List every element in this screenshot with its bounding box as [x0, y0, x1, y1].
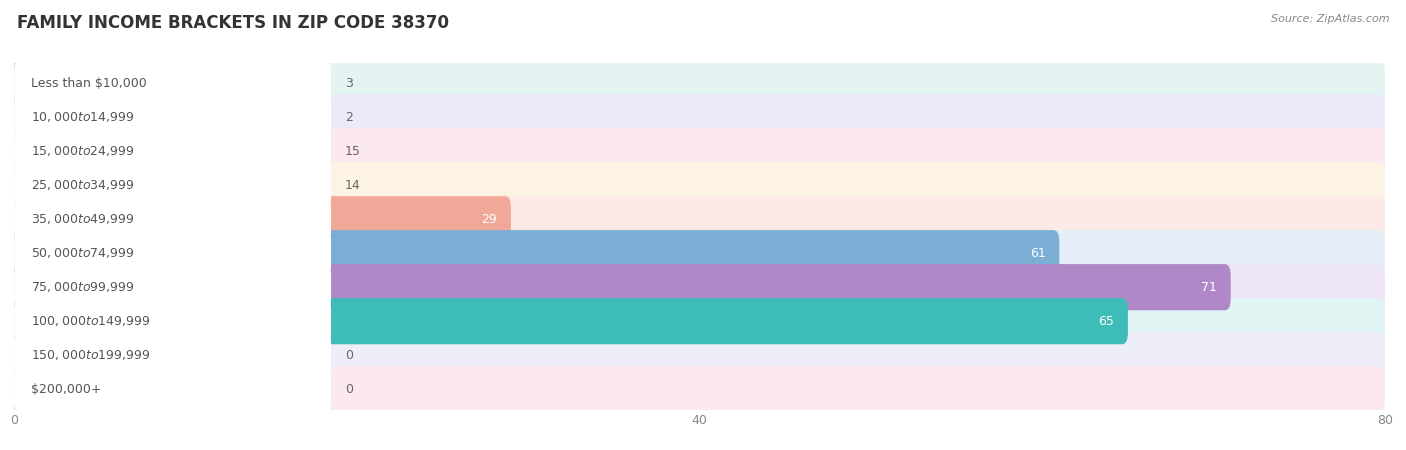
Text: 15: 15	[344, 145, 361, 158]
FancyBboxPatch shape	[14, 196, 330, 243]
FancyBboxPatch shape	[14, 67, 1385, 100]
Text: $35,000 to $49,999: $35,000 to $49,999	[31, 212, 135, 226]
FancyBboxPatch shape	[14, 366, 330, 412]
FancyBboxPatch shape	[14, 168, 1385, 202]
FancyBboxPatch shape	[14, 270, 1385, 304]
Text: 3: 3	[344, 77, 353, 90]
FancyBboxPatch shape	[14, 298, 330, 344]
FancyBboxPatch shape	[14, 135, 1385, 168]
Text: $200,000+: $200,000+	[31, 382, 101, 396]
Text: $150,000 to $199,999: $150,000 to $199,999	[31, 348, 150, 362]
FancyBboxPatch shape	[14, 202, 1385, 236]
FancyBboxPatch shape	[14, 162, 330, 208]
Text: 71: 71	[1201, 281, 1218, 294]
FancyBboxPatch shape	[14, 264, 1385, 310]
Text: 14: 14	[344, 179, 360, 192]
Text: 65: 65	[1098, 315, 1114, 328]
FancyBboxPatch shape	[14, 162, 254, 208]
FancyBboxPatch shape	[14, 128, 1385, 175]
Text: 0: 0	[344, 349, 353, 362]
FancyBboxPatch shape	[14, 162, 1385, 208]
Text: $10,000 to $14,999: $10,000 to $14,999	[31, 110, 135, 124]
FancyBboxPatch shape	[14, 196, 510, 243]
FancyBboxPatch shape	[14, 60, 66, 107]
FancyBboxPatch shape	[14, 94, 1385, 140]
FancyBboxPatch shape	[14, 372, 1385, 406]
Text: 29: 29	[481, 213, 498, 226]
Text: $75,000 to $99,999: $75,000 to $99,999	[31, 280, 135, 294]
FancyBboxPatch shape	[14, 332, 330, 378]
FancyBboxPatch shape	[14, 100, 1385, 135]
FancyBboxPatch shape	[14, 366, 1385, 412]
Text: Less than $10,000: Less than $10,000	[31, 77, 148, 90]
FancyBboxPatch shape	[14, 230, 1059, 276]
Text: FAMILY INCOME BRACKETS IN ZIP CODE 38370: FAMILY INCOME BRACKETS IN ZIP CODE 38370	[17, 14, 449, 32]
FancyBboxPatch shape	[14, 94, 330, 140]
FancyBboxPatch shape	[14, 264, 330, 310]
FancyBboxPatch shape	[14, 264, 1230, 310]
FancyBboxPatch shape	[14, 128, 271, 175]
Text: 61: 61	[1029, 247, 1046, 260]
Text: 2: 2	[344, 111, 353, 124]
Text: $25,000 to $34,999: $25,000 to $34,999	[31, 178, 135, 192]
FancyBboxPatch shape	[14, 128, 330, 175]
FancyBboxPatch shape	[14, 298, 1385, 344]
FancyBboxPatch shape	[14, 60, 330, 107]
FancyBboxPatch shape	[14, 196, 1385, 243]
FancyBboxPatch shape	[14, 94, 48, 140]
FancyBboxPatch shape	[14, 230, 330, 276]
Text: $100,000 to $149,999: $100,000 to $149,999	[31, 314, 150, 328]
Text: $50,000 to $74,999: $50,000 to $74,999	[31, 246, 135, 260]
Text: $15,000 to $24,999: $15,000 to $24,999	[31, 144, 135, 158]
FancyBboxPatch shape	[14, 298, 1128, 344]
FancyBboxPatch shape	[14, 230, 1385, 276]
FancyBboxPatch shape	[14, 236, 1385, 270]
FancyBboxPatch shape	[14, 304, 1385, 338]
FancyBboxPatch shape	[14, 60, 1385, 107]
Text: 0: 0	[344, 382, 353, 396]
FancyBboxPatch shape	[14, 338, 1385, 372]
Text: Source: ZipAtlas.com: Source: ZipAtlas.com	[1271, 14, 1389, 23]
FancyBboxPatch shape	[14, 332, 1385, 378]
